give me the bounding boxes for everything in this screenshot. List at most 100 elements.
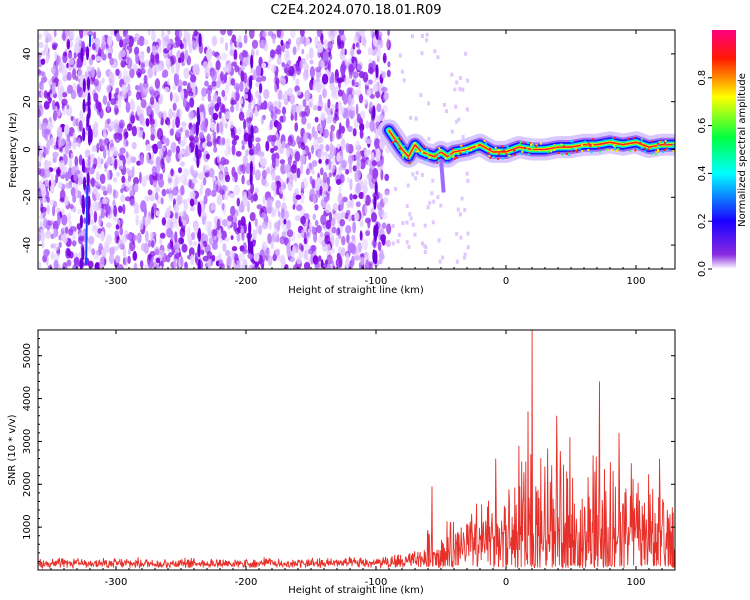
noise-pixel (415, 170, 419, 175)
signal-speckle (497, 157, 500, 160)
noise-blob (351, 255, 355, 267)
noise-blob (345, 225, 352, 234)
noise-blob (73, 46, 78, 53)
noise-blob (339, 219, 346, 227)
noise-blob (281, 106, 287, 115)
noise-blob (225, 81, 230, 94)
noise-blob (356, 161, 360, 170)
noise-streak (86, 172, 90, 187)
noise-blob (291, 104, 297, 114)
noise-blob (128, 35, 134, 48)
noise-blob (218, 121, 223, 134)
noise-blob (223, 73, 228, 84)
noise-blob (375, 49, 382, 58)
noise-blob (275, 108, 282, 115)
noise-blob (152, 203, 157, 211)
noise-blob (279, 115, 284, 123)
signal-speckle (672, 149, 675, 152)
noise-blob (180, 210, 185, 223)
noise-blob (58, 146, 63, 152)
noise-blob (43, 101, 50, 110)
noise-blob (134, 183, 139, 193)
noise-pixel (407, 245, 411, 249)
noise-blob (312, 180, 316, 189)
noise-blob (180, 256, 184, 268)
noise-blob (281, 208, 285, 219)
noise-blob (298, 142, 301, 149)
noise-blob (147, 67, 154, 79)
noise-blob (88, 235, 95, 245)
noise-blob (277, 54, 282, 63)
noise-blob (242, 249, 248, 255)
signal-speckle (591, 144, 594, 147)
noise-blob (133, 64, 138, 72)
noise-blob (376, 148, 381, 160)
noise-blob (296, 167, 301, 179)
noise-blob (140, 260, 144, 268)
noise-blob (338, 30, 345, 36)
noise-blob (135, 84, 140, 91)
noise-blob (123, 128, 128, 140)
noise-blob (286, 150, 290, 158)
noise-blob (319, 143, 324, 151)
noise-blob (101, 185, 107, 192)
noise-blob (151, 151, 155, 161)
signal-speckle (511, 147, 514, 150)
noise-blob (107, 52, 112, 60)
noise-blob (220, 52, 228, 62)
signal-speckle (655, 150, 658, 153)
noise-blob (146, 153, 150, 165)
noise-blob (66, 71, 72, 81)
noise-blob (99, 173, 106, 184)
noise-blob (88, 57, 93, 66)
noise-blob (354, 211, 360, 222)
noise-blob (362, 192, 367, 203)
noise-blob (92, 42, 96, 51)
noise-streak (374, 181, 378, 196)
noise-blob (306, 231, 310, 238)
noise-blob (352, 90, 357, 96)
noise-blob (305, 53, 310, 60)
noise-blob (368, 101, 373, 112)
noise-blob (132, 234, 137, 241)
noise-blob (331, 103, 335, 112)
colorbar-ticks: 0.0 0.2 0.4 0.6 0.8 (697, 70, 712, 277)
noise-pixel (400, 69, 404, 74)
noise-blob (56, 108, 62, 116)
noise-blob (314, 204, 319, 211)
noise-pixel (420, 51, 424, 56)
noise-blob (350, 105, 356, 111)
noise-blob (167, 30, 171, 35)
noise-blob (359, 128, 364, 139)
noise-pixel (441, 255, 445, 260)
noise-blob (273, 229, 279, 237)
signal-tail (439, 158, 446, 193)
noise-blob (340, 46, 345, 56)
noise-blob (139, 154, 144, 165)
noise-blob (364, 252, 370, 262)
noise-blob (78, 235, 85, 241)
noise-pixel (412, 269, 415, 273)
noise-blob (147, 259, 154, 269)
noise-blob (88, 167, 95, 175)
noise-blob (359, 219, 364, 228)
signal-speckle (544, 146, 547, 149)
noise-pixel (411, 34, 414, 39)
noise-blob (144, 195, 151, 202)
noise-blob (147, 189, 153, 196)
signal-speckle (639, 141, 642, 144)
noise-blob (247, 201, 250, 213)
noise-streak (197, 259, 201, 269)
noise-blob (271, 209, 276, 216)
noise-blob (268, 134, 274, 142)
noise-blob (190, 254, 195, 266)
signal-speckle (524, 147, 526, 149)
noise-blob (98, 217, 102, 227)
noise-blob (263, 89, 270, 100)
noise-blob (292, 245, 296, 255)
noise-blob (133, 208, 140, 214)
noise-blob (376, 103, 382, 113)
noise-blob (159, 173, 164, 180)
noise-blob (91, 248, 96, 256)
noise-blob (50, 66, 57, 75)
